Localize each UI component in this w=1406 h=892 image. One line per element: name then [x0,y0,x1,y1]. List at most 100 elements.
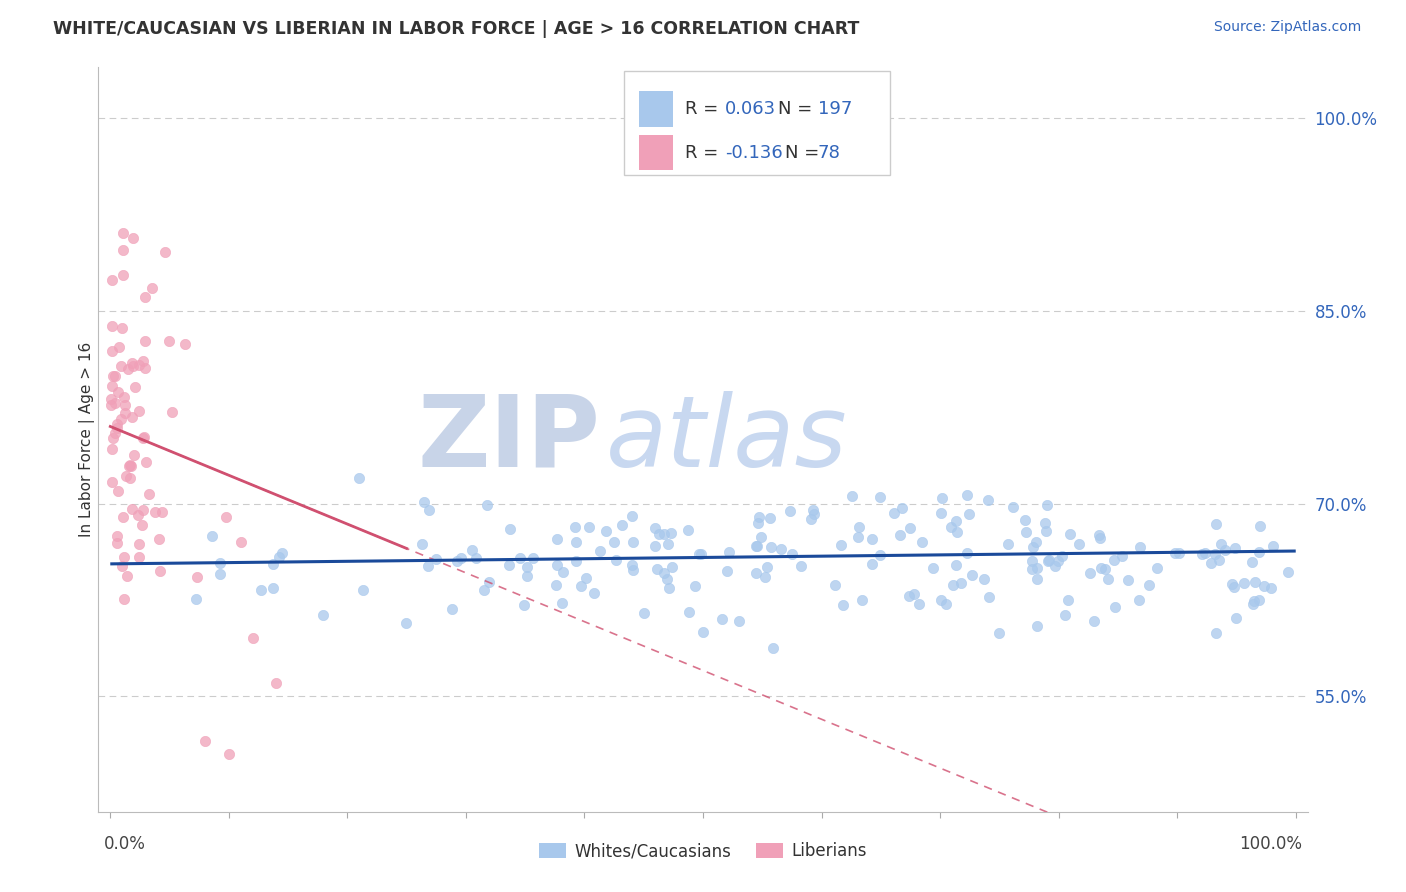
Point [121,359,143,374]
Point [848,520,870,534]
Point [564,520,586,534]
Point [1090,531,1112,545]
Point [911,535,934,549]
Point [824,578,846,592]
Point [1094,562,1116,576]
Point [134,360,156,375]
Point [218,747,240,761]
Text: 0.063: 0.063 [724,101,776,119]
Point [831,598,853,612]
Point [194,734,217,748]
Point [889,528,911,542]
Point [112,549,135,564]
Text: atlas: atlas [606,391,848,488]
Point [186,570,208,584]
Point [1137,578,1160,592]
Point [800,512,823,526]
Point [1001,500,1024,514]
Point [101,344,124,359]
Point [242,632,264,646]
Point [801,503,824,517]
Point [472,583,495,598]
Point [134,290,156,304]
Text: 100.0%: 100.0% [1239,835,1302,853]
Point [264,676,287,690]
Point [461,543,484,558]
Point [118,458,141,473]
Point [107,484,129,499]
Point [749,530,772,544]
Point [115,569,138,583]
Legend: Whites/Caucasians, Liberians: Whites/Caucasians, Liberians [533,836,873,867]
Point [710,612,733,626]
Point [898,521,921,535]
Point [120,458,142,472]
Point [688,547,710,561]
Point [1088,528,1111,542]
Point [803,507,825,521]
Point [1191,547,1213,561]
Point [270,546,292,560]
Point [418,503,440,517]
Point [446,554,468,568]
Point [112,390,135,404]
Point [209,567,232,582]
FancyBboxPatch shape [624,70,890,175]
Text: -0.136: -0.136 [724,144,783,161]
Point [475,498,498,512]
Point [1240,555,1263,569]
Point [973,572,995,586]
Point [1021,554,1043,568]
Point [107,384,129,399]
Point [960,567,983,582]
Point [779,504,801,518]
Point [104,368,127,383]
Point [512,598,534,612]
Point [1243,594,1265,608]
Point [134,430,156,444]
Point [201,529,224,543]
Point [173,337,195,351]
Text: 197: 197 [818,101,852,119]
Point [620,509,643,524]
Point [100,392,122,406]
Point [957,507,980,521]
Point [565,554,588,568]
Point [769,541,792,556]
Point [411,537,433,551]
Point [132,354,155,368]
Point [841,489,863,503]
Point [441,602,464,616]
Point [1213,542,1236,557]
Point [647,562,669,576]
Point [108,340,131,354]
Point [977,590,1000,604]
Point [1225,611,1247,625]
Point [312,608,335,623]
Text: WHITE/CAUCASIAN VS LIBERIAN IN LABOR FORCE | AGE > 16 CORRELATION CHART: WHITE/CAUCASIAN VS LIBERIAN IN LABOR FOR… [53,20,860,37]
Point [105,417,128,431]
Point [997,537,1019,551]
Point [1014,513,1036,527]
Text: N =: N = [785,144,825,161]
Point [1022,541,1045,555]
Point [1208,553,1230,567]
Point [620,558,643,572]
Text: N =: N = [778,101,818,119]
Point [977,492,1000,507]
Y-axis label: In Labor Force | Age > 16: In Labor Force | Age > 16 [79,342,96,537]
Point [114,469,136,483]
Point [546,533,568,547]
Point [132,503,155,517]
Point [922,561,945,575]
Point [134,334,156,349]
Text: ZIP: ZIP [418,391,600,488]
Point [231,535,253,549]
Point [111,510,134,524]
Text: R =: R = [685,144,724,161]
Point [987,626,1010,640]
Point [122,449,145,463]
Point [122,231,145,245]
Point [1249,593,1271,607]
Point [582,586,605,600]
